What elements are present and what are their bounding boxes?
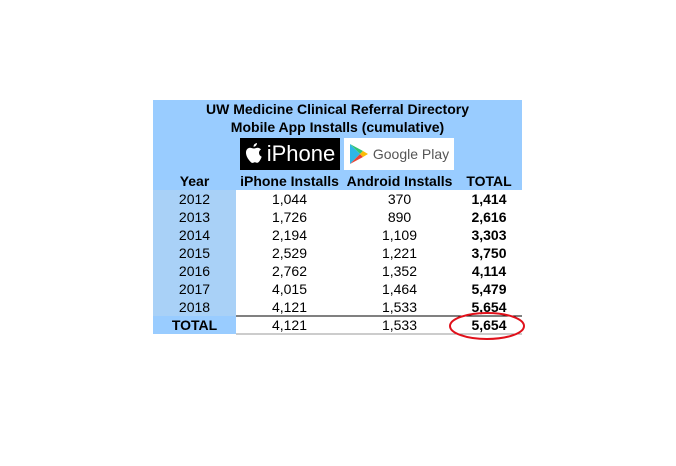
data-cell: 5,654: [456, 298, 522, 316]
year-cell: 2013: [153, 208, 236, 226]
data-cell: 4,114: [456, 262, 522, 280]
iphone-logo: iPhone: [240, 138, 340, 170]
data-cell: 1,352: [343, 262, 456, 280]
total-cell: 4,121: [236, 316, 343, 334]
google-play-text: Google Play: [372, 146, 450, 162]
data-cell: 1,109: [343, 226, 456, 244]
apple-icon: [245, 143, 262, 163]
title-line: Mobile App Installs (cumulative): [153, 118, 522, 136]
data-cell: 890: [343, 208, 456, 226]
year-cell: 2014: [153, 226, 236, 244]
data-cell: 3,303: [456, 226, 522, 244]
data-cell: 1,464: [343, 280, 456, 298]
title-line: UW Medicine Clinical Referral Directory: [153, 100, 522, 118]
data-cell: 4,121: [236, 298, 343, 316]
year-cell: 2016: [153, 262, 236, 280]
data-cell: 2,194: [236, 226, 343, 244]
header-cell: Android Installs: [343, 172, 456, 190]
total-cell: 1,533: [343, 316, 456, 334]
header-cell: TOTAL: [456, 172, 522, 190]
data-cell: 1,044: [236, 190, 343, 208]
data-cell: 370: [343, 190, 456, 208]
data-cell: 1,221: [343, 244, 456, 262]
data-cell: 4,015: [236, 280, 343, 298]
data-cell: 1,533: [343, 298, 456, 316]
year-cell: 2018: [153, 298, 236, 316]
data-cell: 2,529: [236, 244, 343, 262]
highlight-ellipse: [449, 312, 525, 340]
data-cell: 1,414: [456, 190, 522, 208]
data-cell: 5,479: [456, 280, 522, 298]
year-cell: 2017: [153, 280, 236, 298]
iphone-text: iPhone: [266, 141, 336, 166]
google-play-logo: Google Play: [344, 138, 454, 170]
total-cell: TOTAL: [153, 316, 236, 334]
play-icon: [349, 144, 368, 164]
data-cell: 1,726: [236, 208, 343, 226]
data-cell: 2,616: [456, 208, 522, 226]
data-cell: 2,762: [236, 262, 343, 280]
header-cell: Year: [153, 172, 236, 190]
data-cell: 3,750: [456, 244, 522, 262]
total-cell: 5,654: [456, 316, 522, 334]
year-cell: 2015: [153, 244, 236, 262]
header-cell: iPhone Installs: [236, 172, 343, 190]
year-cell: 2012: [153, 190, 236, 208]
